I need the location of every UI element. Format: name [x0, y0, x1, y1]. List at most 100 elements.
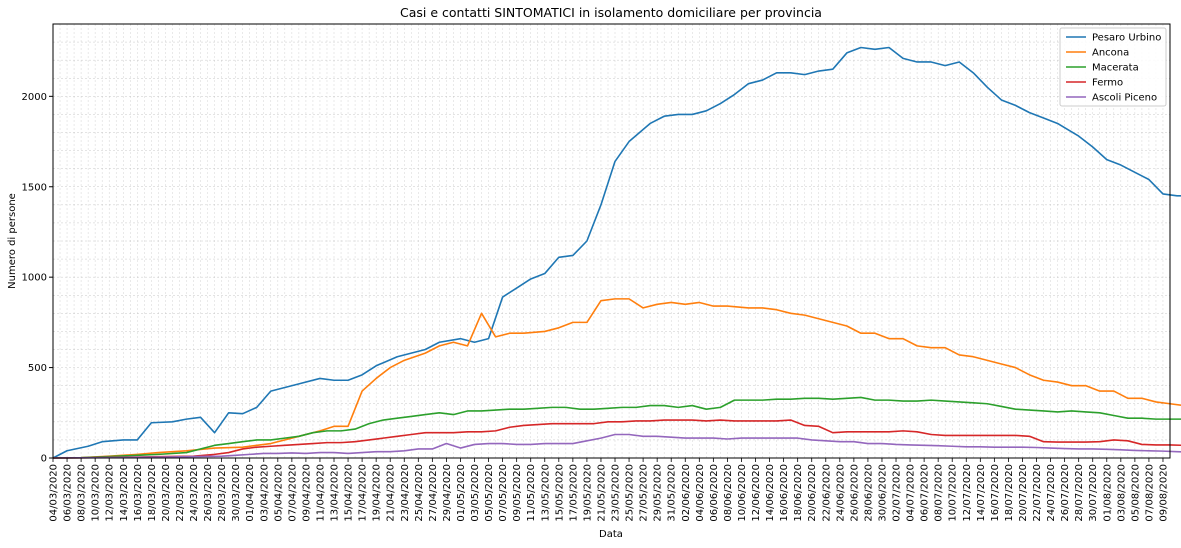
x-tick-label: 05/04/2020: [273, 464, 284, 522]
x-tick-label: 08/06/2020: [723, 464, 734, 522]
x-tick-label: 26/03/2020: [203, 464, 214, 522]
series-line-macerata: [52, 396, 1181, 459]
legend-label: Pesaro Urbino: [1092, 33, 1161, 44]
x-tick-label: 03/05/2020: [470, 464, 481, 522]
series-lines: [52, 46, 1181, 459]
x-tick-label: 30/06/2020: [877, 464, 888, 522]
x-tick-label: 13/04/2020: [330, 464, 341, 522]
x-tick-label: 29/04/2020: [442, 464, 453, 522]
series-line-pesaro-urbino: [52, 46, 1181, 459]
x-tick-label: 01/04/2020: [245, 464, 256, 522]
x-tick-label: 21/05/2020: [596, 464, 607, 522]
x-tick-label: 22/06/2020: [821, 464, 832, 522]
legend-label: Ancona: [1092, 48, 1129, 59]
y-tick-label: 1000: [22, 273, 47, 284]
x-tick-label: 18/07/2020: [1004, 464, 1015, 522]
x-tick-label: 18/06/2020: [793, 464, 804, 522]
legend: Pesaro Urbino Ancona Macerata Fermo Ascoli P…: [1059, 27, 1167, 107]
x-tick-label: 04/03/2020: [49, 464, 60, 522]
x-tick-label: 25/04/2020: [414, 464, 425, 522]
x-tick-label: 22/03/2020: [175, 464, 186, 522]
x-tick-label: 23/05/2020: [611, 464, 622, 522]
y-axis: 0 500 1000 1500 2000: [22, 92, 53, 465]
x-tick-label: 06/07/2020: [920, 464, 931, 522]
x-tick-label: 09/08/2020: [1158, 464, 1169, 522]
series-line-ascoli-piceno: [52, 433, 1181, 459]
grid-lines: [52, 23, 1171, 459]
x-tick-label: 17/05/2020: [568, 464, 579, 522]
x-tick-label: 20/03/2020: [161, 464, 172, 522]
x-tick-label: 12/03/2020: [105, 464, 116, 522]
x-tick-label: 16/06/2020: [779, 464, 790, 522]
x-tick-label: 17/04/2020: [358, 464, 369, 522]
x-tick-label: 28/03/2020: [217, 464, 228, 522]
x-tick-label: 04/06/2020: [695, 464, 706, 522]
x-tick-label: 30/03/2020: [231, 464, 242, 522]
x-tick-label: 08/03/2020: [77, 464, 88, 522]
x-tick-label: 10/03/2020: [91, 464, 102, 522]
x-axis-label: Data: [599, 529, 623, 540]
x-tick-label: 12/06/2020: [751, 464, 762, 522]
x-tick-label: 07/08/2020: [1144, 464, 1155, 522]
x-tick-label: 15/04/2020: [344, 464, 355, 522]
x-tick-label: 23/04/2020: [400, 464, 411, 522]
x-tick-label: 16/07/2020: [990, 464, 1001, 522]
x-axis: 04/03/2020 06/03/2020 08/03/2020 10/03/2020…: [49, 458, 1169, 522]
x-tick-label: 05/08/2020: [1130, 464, 1141, 522]
x-tick-label: 07/05/2020: [498, 464, 509, 522]
x-tick-label: 20/07/2020: [1018, 464, 1029, 522]
x-tick-label: 16/03/2020: [133, 464, 144, 522]
x-tick-label: 24/07/2020: [1046, 464, 1057, 522]
x-tick-label: 27/05/2020: [639, 464, 650, 522]
x-tick-label: 10/07/2020: [948, 464, 959, 522]
series-line-fermo: [52, 419, 1181, 459]
y-tick-label: 500: [28, 363, 47, 374]
x-tick-label: 03/08/2020: [1116, 464, 1127, 522]
x-tick-label: 14/06/2020: [765, 464, 776, 522]
x-tick-label: 21/04/2020: [386, 464, 397, 522]
chart-title: Casi e contatti SINTOMATICI in isolament…: [400, 5, 822, 20]
x-tick-label: 26/07/2020: [1060, 464, 1071, 522]
x-tick-label: 09/04/2020: [301, 464, 312, 522]
x-tick-label: 28/07/2020: [1074, 464, 1085, 522]
x-tick-label: 25/05/2020: [625, 464, 636, 522]
legend-label: Macerata: [1092, 63, 1139, 74]
plot-frame: [52, 23, 1171, 459]
x-tick-label: 24/06/2020: [835, 464, 846, 522]
x-tick-label: 03/04/2020: [259, 464, 270, 522]
x-tick-label: 06/06/2020: [709, 464, 720, 522]
x-tick-label: 09/05/2020: [512, 464, 523, 522]
x-tick-label: 05/05/2020: [484, 464, 495, 522]
x-tick-label: 08/07/2020: [934, 464, 945, 522]
x-tick-label: 14/07/2020: [976, 464, 987, 522]
x-tick-label: 12/07/2020: [962, 464, 973, 522]
x-tick-label: 07/04/2020: [287, 464, 298, 522]
y-tick-label: 1500: [22, 182, 47, 193]
x-tick-label: 14/03/2020: [119, 464, 130, 522]
x-tick-label: 01/08/2020: [1102, 464, 1113, 522]
x-tick-label: 10/06/2020: [737, 464, 748, 522]
x-tick-label: 18/03/2020: [147, 464, 158, 522]
x-tick-label: 24/03/2020: [189, 464, 200, 522]
legend-box: [1059, 27, 1167, 107]
x-tick-label: 22/07/2020: [1032, 464, 1043, 522]
y-axis-label: Numero di persone: [7, 193, 18, 289]
x-tick-label: 11/04/2020: [315, 464, 326, 522]
series-line-ancona: [52, 298, 1181, 459]
x-tick-label: 04/07/2020: [906, 464, 917, 522]
legend-label: Ascoli Piceno: [1092, 93, 1157, 104]
x-tick-label: 02/06/2020: [681, 464, 692, 522]
y-tick-label: 0: [41, 454, 47, 465]
x-tick-label: 11/05/2020: [526, 464, 537, 522]
x-tick-label: 13/05/2020: [540, 464, 551, 522]
x-tick-label: 30/07/2020: [1088, 464, 1099, 522]
x-tick-label: 26/06/2020: [849, 464, 860, 522]
x-tick-label: 27/04/2020: [428, 464, 439, 522]
x-tick-label: 06/03/2020: [63, 464, 74, 522]
x-tick-label: 28/06/2020: [863, 464, 874, 522]
x-tick-label: 02/07/2020: [892, 464, 903, 522]
x-tick-label: 31/05/2020: [667, 464, 678, 522]
x-tick-label: 15/05/2020: [554, 464, 565, 522]
legend-label: Fermo: [1092, 78, 1123, 89]
